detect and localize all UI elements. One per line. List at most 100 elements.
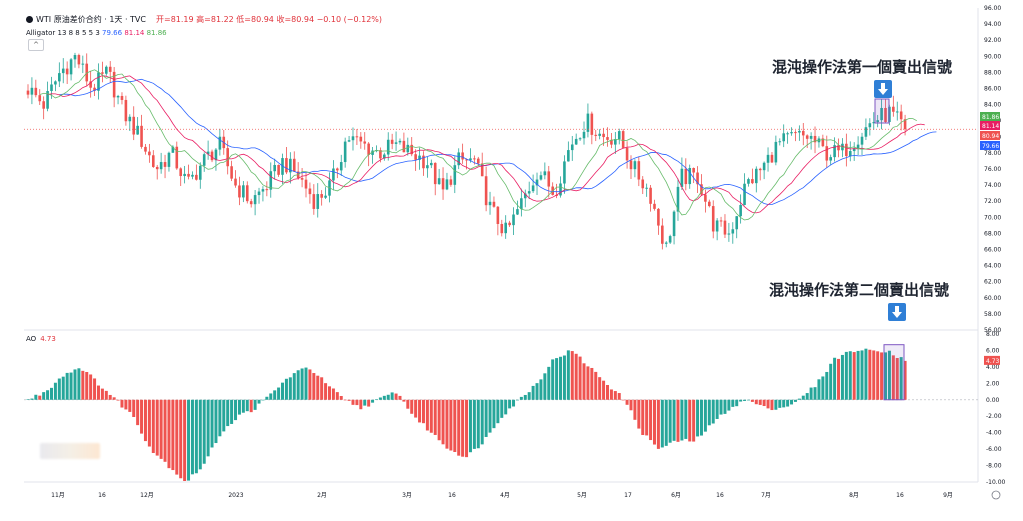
collapse-legend-button[interactable]: ^ [28,39,44,51]
ao-bar [476,399,480,449]
candle-body [245,185,249,202]
ao-bar [750,399,754,402]
price-tick-label: 86.00 [984,86,1001,93]
candle-body [234,178,237,186]
candle-body [821,138,825,147]
candle-body [320,194,323,198]
ao-bar [429,399,433,433]
candle-body [531,185,535,192]
price-tick-label: 62.00 [984,279,1001,286]
ao-legend[interactable]: AO 4.73 [26,335,56,343]
ao-bar [856,350,860,400]
ao-bar [645,399,649,436]
ao-bar [578,356,582,400]
candle-body [798,130,801,133]
candle-body [179,168,183,177]
candle-body [547,171,551,187]
candle-body [73,55,77,60]
ao-bar [731,399,735,407]
candle-body [809,135,813,139]
ao-bar [512,399,516,407]
candle-body [112,71,116,98]
ao-bar [214,399,218,444]
ao-name: AO [26,335,37,343]
ao-bar [331,388,335,400]
ao-bar [594,371,598,400]
alligator-lips-value: 81.86 [146,29,167,37]
ao-bar [829,363,833,400]
candle-body [774,141,778,163]
ao-bar [155,399,159,456]
candle-body [171,146,175,153]
ao-bar [175,399,179,475]
ao-bar [805,393,809,400]
ao-bar [147,399,151,447]
candle-body [465,159,468,161]
ao-bar [163,399,167,462]
price-badge-label: 81.86 [982,114,999,121]
ao-bar [543,373,547,400]
ao-bar [359,399,363,410]
candle-body [852,148,856,152]
ao-bar [880,352,884,400]
candle-body [512,214,515,226]
ao-bar [531,385,535,400]
ao-bar [739,399,743,402]
candle-body [543,171,547,176]
first-sell-annotation: 混沌操作法第一個賣出信號 [772,58,953,76]
ao-bar [586,366,590,400]
ao-bar [49,387,53,400]
ao-bar [230,399,234,424]
ao-bar [813,387,817,400]
candle-body [563,161,566,184]
candle-body [523,193,527,199]
candle-body [516,209,519,215]
candle-body [140,125,143,147]
candle-body [614,139,617,145]
symbol-title[interactable]: WTI 原油差价合约 · 1天 · TVC [36,15,146,24]
candle-body [692,167,695,173]
ao-bar [234,399,238,421]
candle-body [273,164,276,172]
ao-bar [790,399,794,405]
ao-bar [872,350,876,400]
candle-body [684,168,688,185]
ao-bar [57,378,61,400]
ao-bar [461,399,465,457]
ao-bar [96,385,100,400]
candle-body [120,95,124,100]
ao-tick-label: -2.00 [986,413,1002,420]
ao-bar [38,395,42,400]
ao-bar [81,370,85,400]
ao-bar [410,399,414,414]
ao-bar [703,399,707,432]
candle-body [617,131,621,140]
ao-bar [809,387,813,400]
candle-body [476,158,480,164]
candle-body [845,143,848,157]
ao-bar [598,377,602,400]
ao-bar [116,399,120,401]
time-tick-label: 16 [448,492,456,499]
candle-body [69,59,73,75]
candle-body [206,151,210,155]
candle-body [308,188,312,195]
ao-bar [590,367,594,400]
ao-tick-label: -10.00 [986,479,1006,486]
candle-body [696,172,699,185]
ao-bar [559,356,563,400]
ao-bar [421,399,425,424]
candle-body [704,194,707,202]
alligator-legend[interactable]: Alligator 13 8 8 5 5 3 79.66 81.14 81.86 [26,29,167,37]
price-tick-label: 88.00 [984,69,1001,76]
ao-bar [844,351,848,400]
candle-body [34,87,38,96]
price-badge [980,112,1000,121]
ao-bar [453,399,457,452]
symbol-legend: WTI 原油差价合约 · 1天 · TVC 开=81.19 高=81.22 低=8… [26,14,382,25]
ao-bar [684,399,688,439]
candle-body [770,154,774,163]
ao-bar [551,359,555,400]
ao-bar [210,399,214,448]
